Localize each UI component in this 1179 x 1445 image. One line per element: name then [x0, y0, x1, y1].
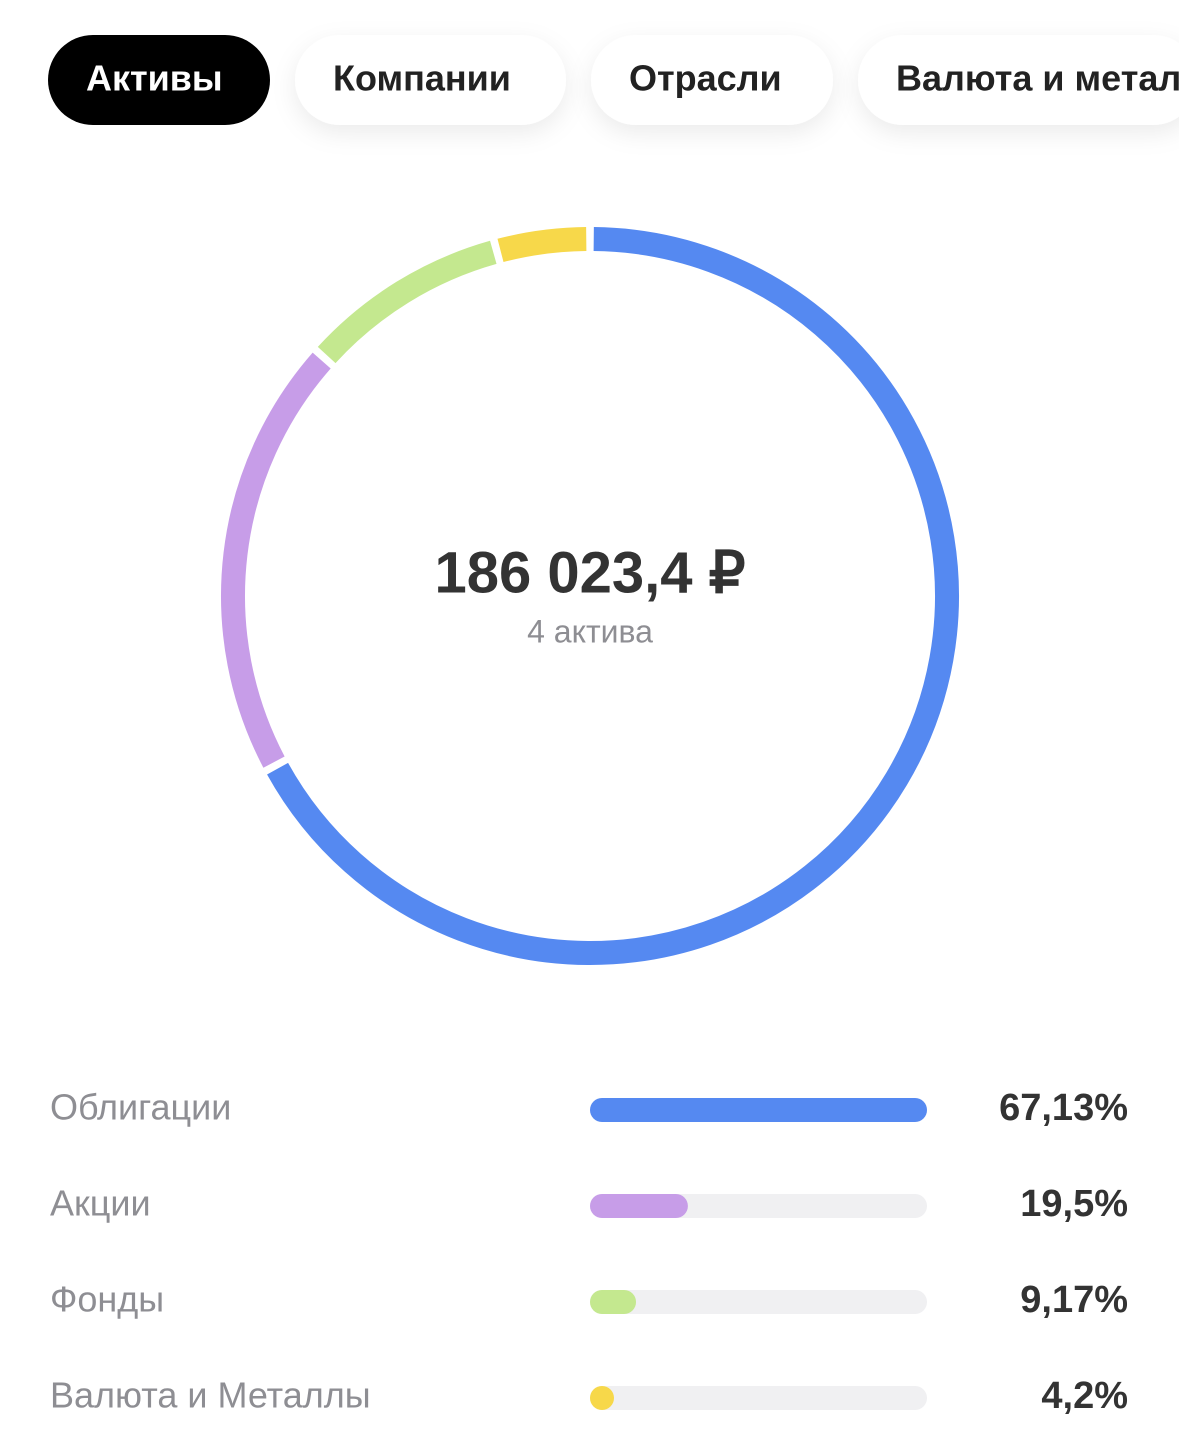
bar-track	[590, 1290, 927, 1314]
tab-background	[858, 35, 1179, 125]
donut-chart	[221, 227, 959, 965]
tab-label: Валюта и металлы	[896, 58, 1179, 99]
donut-segment	[317, 240, 497, 364]
value-label: 9,17%	[1020, 1279, 1128, 1321]
donut-segment	[497, 227, 587, 263]
tab[interactable]: Компании	[295, 35, 566, 125]
legend: Облигации 67,13% Акции 19,5% Фонды 9,17% Валют…	[50, 1087, 1128, 1418]
tab-background	[48, 35, 270, 125]
tab[interactable]: Отрасли	[591, 35, 833, 125]
value-label: 4,2%	[1041, 1375, 1128, 1417]
tab-label: Отрасли	[629, 58, 782, 99]
bar-track	[590, 1386, 927, 1410]
bar	[590, 1194, 688, 1218]
bar	[590, 1098, 927, 1122]
tab-label: Активы	[86, 58, 223, 99]
value-label: 19,5%	[1020, 1183, 1128, 1225]
donut-segment	[267, 227, 959, 965]
tab[interactable]: Валюта и металлы	[858, 35, 1179, 125]
value-label: 67,13%	[999, 1087, 1128, 1129]
legend-label: Акции	[50, 1183, 151, 1224]
tab-label: Компании	[333, 58, 511, 99]
tab[interactable]: Активы	[48, 35, 270, 125]
legend-label: Облигации	[50, 1087, 231, 1128]
donut-segment	[221, 352, 331, 768]
tab-background	[295, 35, 566, 125]
total-value: 186 023,4 ₽	[434, 540, 745, 605]
bar	[590, 1290, 637, 1314]
legend-label: Фонды	[50, 1279, 164, 1320]
legend-label: Валюта и Металлы	[50, 1375, 371, 1416]
asset-count: 4 актива	[527, 613, 653, 649]
tab-bar: Активы Компании Отрасли Валюта и металлы	[48, 35, 1179, 125]
tab-background	[591, 35, 833, 125]
bar	[590, 1386, 614, 1410]
